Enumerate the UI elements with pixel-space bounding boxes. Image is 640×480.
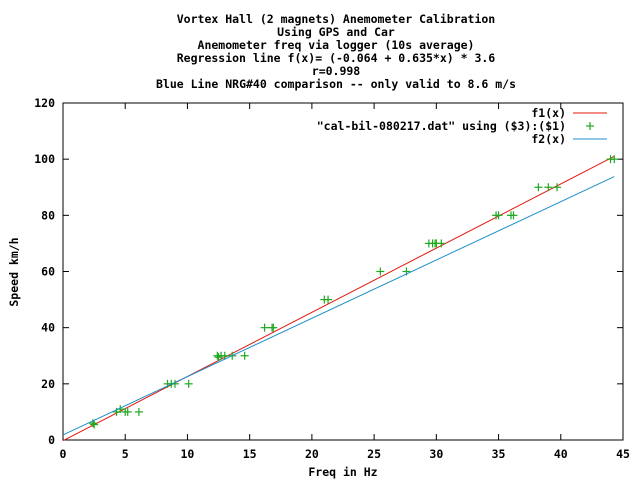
x-tick-label: 40 [554, 447, 568, 461]
data-point [553, 183, 562, 192]
x-tick-label: 10 [181, 447, 195, 461]
legend-label-data: "cal-bil-080217.dat" using ($3):($1) [317, 119, 566, 133]
data-point [134, 407, 143, 416]
y-tick-label: 0 [48, 433, 55, 447]
data-point [184, 379, 193, 388]
data-point [240, 351, 249, 360]
x-tick-label: 25 [367, 447, 381, 461]
x-tick-label: 30 [429, 447, 443, 461]
data-point [494, 211, 503, 220]
data-point [123, 407, 132, 416]
x-tick-label: 5 [122, 447, 129, 461]
x-tick-label: 0 [60, 447, 67, 461]
title-line-4: Regression line f(x)= (-0.064 + 0.635*x)… [177, 51, 496, 65]
title-line-1: Vortex Hall (2 magnets) Anemometer Calib… [177, 12, 496, 26]
data-point [88, 419, 97, 428]
data-point [324, 295, 333, 304]
data-point [610, 155, 619, 164]
y-axis-label: Speed km/h [7, 237, 21, 306]
legend-swatch-data [586, 122, 594, 130]
x-axis: 0 5 10 15 20 25 30 35 40 45 [60, 103, 630, 461]
chart-title: Vortex Hall (2 magnets) Anemometer Calib… [156, 12, 516, 91]
title-line-3: Anemometer freq via logger (10s average) [198, 38, 475, 52]
x-tick-label: 45 [616, 447, 630, 461]
data-point [220, 351, 229, 360]
y-tick-label: 80 [41, 208, 55, 222]
series-line-2 [62, 176, 615, 436]
x-axis-label: Freq in Hz [308, 465, 377, 479]
data-point [534, 183, 543, 192]
y-tick-label: 100 [34, 152, 55, 166]
y-tick-label: 40 [41, 321, 55, 335]
plot-frame [62, 102, 624, 441]
data-point [437, 239, 446, 248]
title-line-5: r=0.998 [312, 64, 361, 78]
y-axis: 0 20 40 60 80 100 120 [34, 96, 623, 447]
title-line-2: Using GPS and Car [277, 25, 395, 39]
legend-label-f1: f1(x) [531, 106, 566, 120]
data-point [90, 420, 99, 429]
series-line-0 [62, 155, 615, 442]
series-layer [62, 155, 619, 442]
y-tick-label: 120 [34, 96, 55, 110]
x-tick-label: 15 [243, 447, 257, 461]
data-point [509, 211, 518, 220]
data-point [544, 183, 553, 192]
y-tick-label: 60 [41, 265, 55, 279]
title-line-6: Blue Line NRG#40 comparison -- only vali… [156, 77, 516, 91]
x-tick-label: 35 [492, 447, 506, 461]
x-tick-label: 20 [305, 447, 319, 461]
legend-label-f2: f2(x) [531, 132, 566, 146]
data-point [260, 323, 269, 332]
data-point [376, 267, 385, 276]
legend: f1(x) "cal-bil-080217.dat" using ($3):($… [317, 106, 607, 146]
y-tick-label: 20 [41, 377, 55, 391]
data-point [269, 323, 278, 332]
